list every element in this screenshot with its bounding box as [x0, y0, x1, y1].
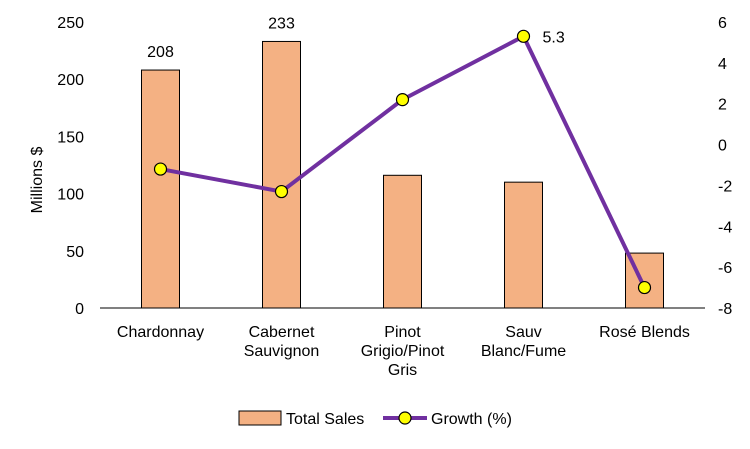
y2-tick-label: -4 — [718, 219, 732, 236]
y-tick-label: 150 — [57, 129, 84, 146]
x-tick-label: Cabernet — [249, 324, 315, 341]
bar — [141, 69, 180, 309]
labels-layer: 208 233 Chardonnay Cabernet Sauvignon Pinot Gr… — [117, 15, 690, 379]
growth-point — [153, 162, 168, 176]
x-tick-label: Rosé Blends — [599, 324, 690, 341]
y2-tick-label: -8 — [718, 301, 732, 318]
x-tick-label: Blanc/Fume — [481, 343, 566, 360]
bar — [262, 40, 301, 309]
axes-layer: 0 50 100 150 200 250 -8 -6 -4 -2 0 2 4 6 — [57, 15, 732, 318]
growth-point — [274, 184, 289, 199]
x-tick-label: Pinot — [384, 324, 421, 341]
legend-label-total-sales: Total Sales — [286, 411, 364, 428]
y-tick-label: 0 — [75, 301, 84, 318]
legend-swatch-total-sales — [238, 410, 282, 426]
y2-tick-label: 0 — [718, 138, 727, 155]
bar-data-label: 208 — [147, 44, 174, 61]
bar-data-label: 233 — [268, 15, 295, 32]
y-tick-label: 200 — [57, 72, 84, 89]
bars-layer — [141, 40, 664, 309]
y2-tick-label: 2 — [718, 97, 727, 114]
y-tick-label: 50 — [66, 244, 84, 261]
y-axis-title: Millions $ — [29, 147, 46, 214]
growth-point — [395, 93, 410, 107]
x-tick-label: Sauvignon — [244, 343, 320, 360]
legend: Total Sales Growth (%) — [238, 410, 512, 428]
y2-tick-label: -6 — [718, 260, 732, 277]
growth-data-label: 5.3 — [543, 29, 565, 46]
bar — [504, 181, 543, 309]
x-tick-label: Gris — [388, 362, 417, 379]
y-tick-label: 250 — [57, 15, 84, 32]
y2-tick-label: -2 — [718, 178, 732, 195]
y2-tick-label: 6 — [718, 15, 727, 32]
x-tick-label: Sauv — [505, 324, 541, 341]
legend-label-growth: Growth (%) — [431, 411, 512, 428]
x-tick-label: Grigio/Pinot — [361, 343, 445, 360]
y-tick-label: 100 — [57, 187, 84, 204]
y2-tick-label: 4 — [718, 56, 727, 73]
bar — [383, 174, 422, 309]
x-tick-label: Chardonnay — [117, 324, 204, 341]
growth-point — [637, 280, 652, 295]
growth-point — [516, 29, 531, 43]
line-layer — [153, 29, 652, 295]
legend-marker-growth — [398, 411, 412, 425]
